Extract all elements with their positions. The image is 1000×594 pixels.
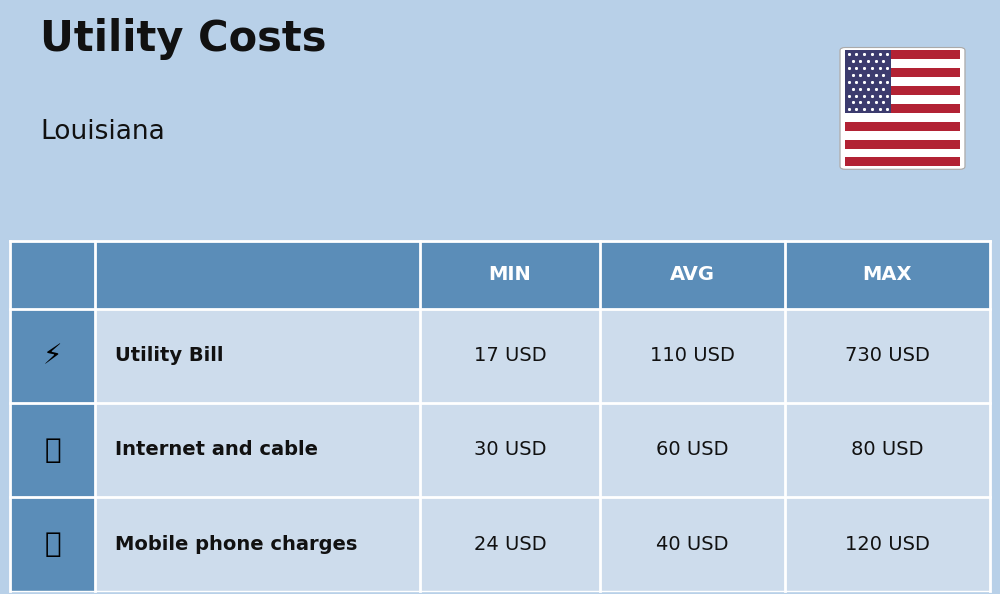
FancyBboxPatch shape (10, 241, 990, 309)
FancyBboxPatch shape (845, 59, 960, 68)
FancyBboxPatch shape (10, 309, 95, 403)
Text: Mobile phone charges: Mobile phone charges (115, 535, 357, 554)
FancyBboxPatch shape (840, 48, 965, 169)
Text: 40 USD: 40 USD (656, 535, 729, 554)
FancyBboxPatch shape (10, 497, 95, 591)
FancyBboxPatch shape (95, 497, 990, 591)
Text: 60 USD: 60 USD (656, 441, 729, 459)
Text: MAX: MAX (863, 266, 912, 284)
FancyBboxPatch shape (10, 403, 95, 497)
Text: 24 USD: 24 USD (474, 535, 546, 554)
Text: 120 USD: 120 USD (845, 535, 930, 554)
FancyBboxPatch shape (845, 104, 960, 113)
FancyBboxPatch shape (845, 131, 960, 140)
FancyBboxPatch shape (845, 148, 960, 157)
FancyBboxPatch shape (95, 403, 990, 497)
Text: MIN: MIN (489, 266, 531, 284)
Text: AVG: AVG (670, 266, 715, 284)
FancyBboxPatch shape (845, 50, 891, 113)
FancyBboxPatch shape (845, 140, 960, 148)
FancyBboxPatch shape (845, 122, 960, 131)
Text: 📶: 📶 (44, 436, 61, 464)
FancyBboxPatch shape (845, 95, 960, 104)
Text: 30 USD: 30 USD (474, 441, 546, 459)
FancyBboxPatch shape (95, 309, 990, 403)
Text: 📱: 📱 (44, 530, 61, 558)
FancyBboxPatch shape (845, 50, 960, 59)
FancyBboxPatch shape (845, 86, 960, 95)
FancyBboxPatch shape (845, 77, 960, 86)
Text: Utility Bill: Utility Bill (115, 346, 224, 365)
FancyBboxPatch shape (845, 113, 960, 122)
Text: ⚡: ⚡ (43, 342, 62, 370)
Text: 17 USD: 17 USD (474, 346, 546, 365)
Text: Internet and cable: Internet and cable (115, 441, 318, 459)
Text: 730 USD: 730 USD (845, 346, 930, 365)
Text: Louisiana: Louisiana (40, 119, 165, 145)
FancyBboxPatch shape (845, 157, 960, 166)
Text: 80 USD: 80 USD (851, 441, 924, 459)
Text: 110 USD: 110 USD (650, 346, 735, 365)
FancyBboxPatch shape (845, 68, 960, 77)
Text: Utility Costs: Utility Costs (40, 18, 326, 60)
